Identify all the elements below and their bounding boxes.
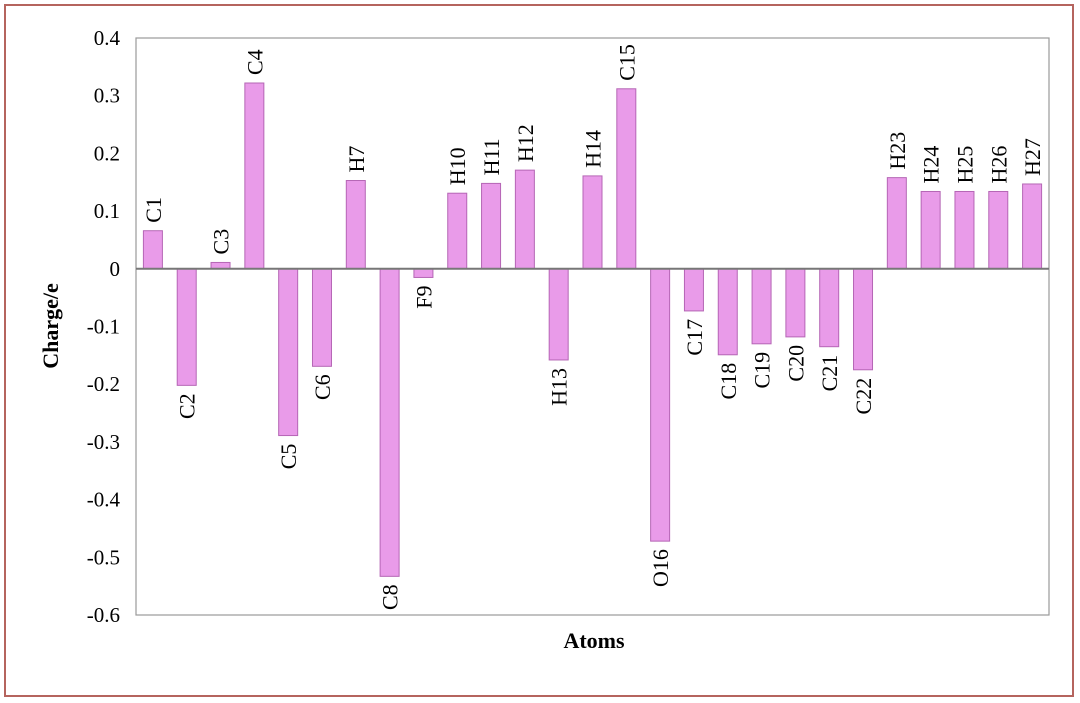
category-label-c17: C17	[682, 319, 707, 356]
y-tick-label: 0.3	[94, 84, 120, 108]
bar-f9	[413, 268, 434, 278]
bar-h12	[514, 169, 535, 270]
category-label-h24: H24	[919, 146, 944, 184]
category-label-c15: C15	[614, 44, 639, 81]
category-label-h7: H7	[344, 146, 369, 173]
plot-border	[135, 37, 1050, 616]
bar-c8	[379, 268, 400, 577]
category-label-c22: C22	[851, 378, 876, 415]
bar-h27	[1022, 183, 1043, 270]
y-axis-label: Charge/e	[38, 283, 63, 369]
category-label-c6: C6	[310, 374, 335, 400]
y-tick-label: -0.6	[87, 603, 120, 627]
bar-c5	[278, 268, 299, 437]
bar-h24	[920, 190, 941, 270]
y-tick-label: -0.1	[87, 315, 120, 339]
category-label-h14: H14	[581, 130, 606, 168]
plot-area	[135, 37, 1050, 616]
bar-h26	[988, 190, 1009, 270]
y-tick-label: 0	[110, 257, 121, 281]
category-label-c8: C8	[378, 584, 403, 610]
category-label-c19: C19	[750, 352, 775, 389]
bar-h7	[345, 180, 366, 270]
category-label-h26: H26	[986, 146, 1011, 184]
y-tick-label: -0.4	[87, 488, 121, 512]
bar-h14	[582, 175, 603, 270]
category-label-h10: H10	[445, 147, 470, 185]
bar-h11	[481, 182, 502, 270]
category-label-o16: O16	[648, 549, 673, 587]
bar-c1	[142, 230, 163, 270]
bar-c15	[616, 88, 637, 270]
y-tick-label: 0.1	[94, 199, 120, 223]
y-tick-label: 0.2	[94, 141, 120, 165]
bar-c19	[751, 268, 772, 345]
category-label-c20: C20	[783, 345, 808, 382]
bars	[142, 82, 1043, 577]
category-labels: C1 C2 C3 C4 C5 C6 H7 C8 F9 H10 H11 H12 H13 H14 C15 O16 C…	[141, 44, 1045, 610]
x-axis-label: Atoms	[563, 628, 625, 653]
bar-o16	[650, 268, 671, 542]
category-label-h27: H27	[1020, 138, 1045, 176]
bar-h13	[548, 268, 569, 361]
category-label-c3: C3	[209, 229, 234, 255]
bar-c22	[853, 268, 874, 371]
bar-h10	[447, 192, 468, 270]
y-tick-label: 0.4	[94, 26, 121, 50]
category-label-h12: H12	[513, 124, 538, 162]
y-tick-label: -0.5	[87, 545, 120, 569]
y-tick-label: -0.2	[87, 372, 120, 396]
bar-h23	[886, 177, 907, 270]
category-label-h11: H11	[479, 138, 504, 175]
bar-c20	[785, 268, 806, 338]
bar-c2	[176, 268, 197, 386]
category-label-c18: C18	[716, 363, 741, 400]
category-label-h13: H13	[547, 368, 572, 406]
y-axis-ticks: 0.4 0.3 0.2 0.1 0 -0.1 -0.2 -0.3 -0.4 -0.5 -0.6	[87, 26, 121, 627]
category-label-f9: F9	[411, 285, 436, 308]
category-label-c2: C2	[175, 393, 200, 419]
bar-c17	[683, 268, 704, 312]
category-label-c4: C4	[242, 49, 267, 75]
bar-c6	[311, 268, 332, 367]
category-label-c5: C5	[276, 444, 301, 470]
bar-c4	[244, 82, 265, 270]
bar-h25	[954, 190, 975, 270]
category-label-h23: H23	[885, 132, 910, 170]
category-label-c21: C21	[817, 355, 842, 392]
bar-c18	[717, 268, 738, 356]
y-tick-label: -0.3	[87, 430, 120, 454]
category-label-c1: C1	[141, 197, 166, 223]
bar-c21	[819, 268, 840, 348]
category-label-h25: H25	[952, 146, 977, 184]
